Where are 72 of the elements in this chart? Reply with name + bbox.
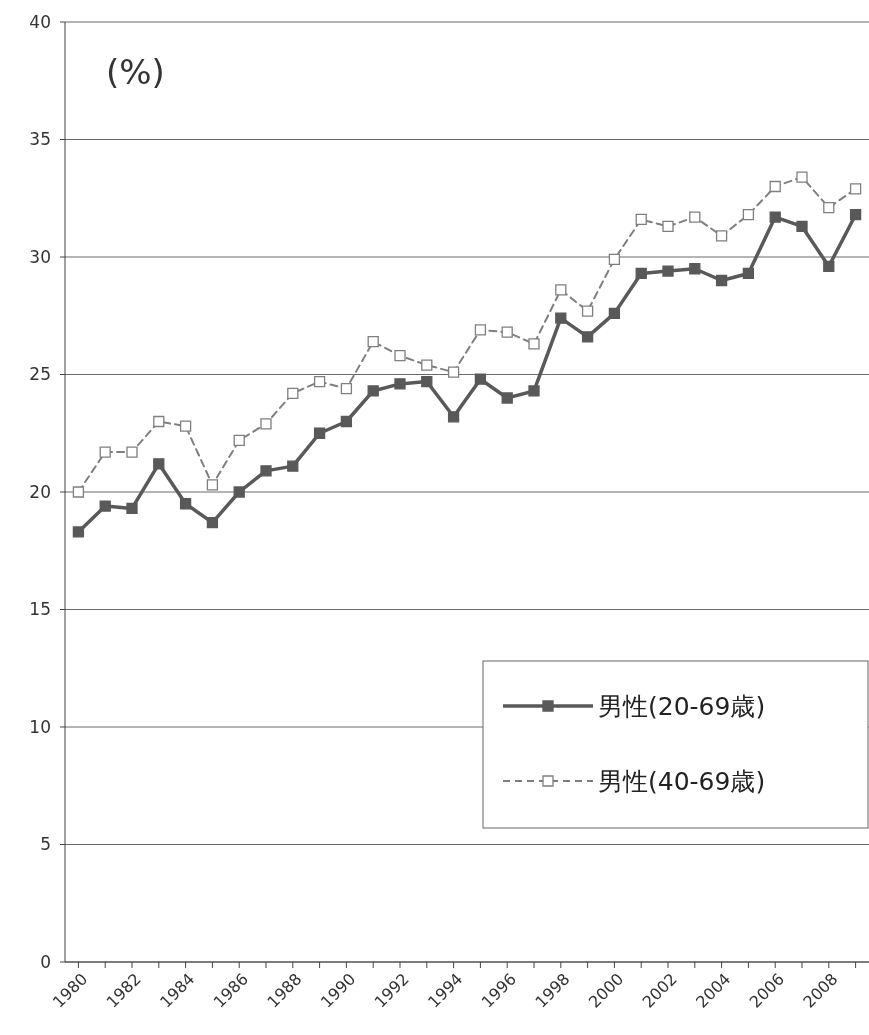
- point: [662, 220, 674, 233]
- point: [581, 305, 594, 317]
- y-tick-label: 30: [29, 246, 51, 267]
- point: [206, 516, 219, 529]
- point: [608, 253, 621, 265]
- point: [99, 500, 111, 512]
- point: [581, 331, 594, 343]
- point: [501, 326, 513, 338]
- point: [501, 392, 513, 404]
- point: [367, 335, 379, 348]
- point: [233, 434, 245, 446]
- point: [742, 209, 755, 221]
- point: [474, 373, 487, 385]
- point: [715, 274, 728, 287]
- point: [555, 284, 567, 296]
- point: [528, 338, 540, 350]
- point: [608, 307, 621, 320]
- y-tick-label: 0: [40, 951, 51, 972]
- legend-label: 男性(20-69歳): [598, 691, 766, 721]
- point: [689, 263, 701, 275]
- point: [287, 460, 299, 472]
- point: [260, 418, 272, 430]
- point: [796, 171, 808, 183]
- point: [528, 385, 540, 397]
- point: [635, 267, 647, 280]
- point: [421, 359, 433, 371]
- y-tick-label: 10: [29, 716, 51, 737]
- point: [474, 324, 487, 336]
- y-tick-label: 20: [29, 481, 51, 502]
- point: [313, 427, 326, 439]
- point: [260, 465, 272, 477]
- point: [367, 385, 379, 397]
- point: [340, 382, 353, 395]
- point: [153, 415, 165, 428]
- point: [153, 458, 165, 470]
- y-tick-label: 25: [29, 364, 51, 385]
- point: [233, 486, 245, 498]
- legend-label: 男性(40-69歳): [598, 766, 766, 796]
- point: [72, 526, 85, 538]
- point: [635, 213, 647, 226]
- point: [823, 260, 835, 273]
- point: [447, 366, 460, 378]
- point: [287, 387, 299, 399]
- point: [796, 220, 808, 233]
- y-tick-label: 35: [29, 129, 51, 150]
- point: [126, 446, 138, 458]
- point: [179, 498, 192, 510]
- point: [849, 183, 862, 195]
- point: [769, 180, 781, 193]
- point: [689, 211, 701, 223]
- point: [662, 265, 674, 277]
- point: [313, 375, 326, 388]
- y-axis-title: (%): [106, 52, 165, 92]
- point: [206, 479, 219, 491]
- point: [421, 375, 433, 388]
- point: [72, 486, 85, 498]
- point: [742, 267, 755, 280]
- point: [769, 211, 781, 223]
- point: [823, 202, 835, 214]
- point: [126, 502, 138, 515]
- y-tick-label: 15: [29, 599, 51, 620]
- point: [179, 420, 192, 432]
- point: [715, 230, 728, 242]
- point: [99, 446, 111, 458]
- y-tick-label: 5: [40, 834, 51, 855]
- point: [447, 411, 460, 423]
- point: [849, 209, 862, 221]
- y-tick-label: 40: [29, 11, 51, 32]
- point: [394, 378, 406, 390]
- point: [555, 312, 567, 324]
- point: [340, 415, 353, 428]
- point: [394, 350, 406, 362]
